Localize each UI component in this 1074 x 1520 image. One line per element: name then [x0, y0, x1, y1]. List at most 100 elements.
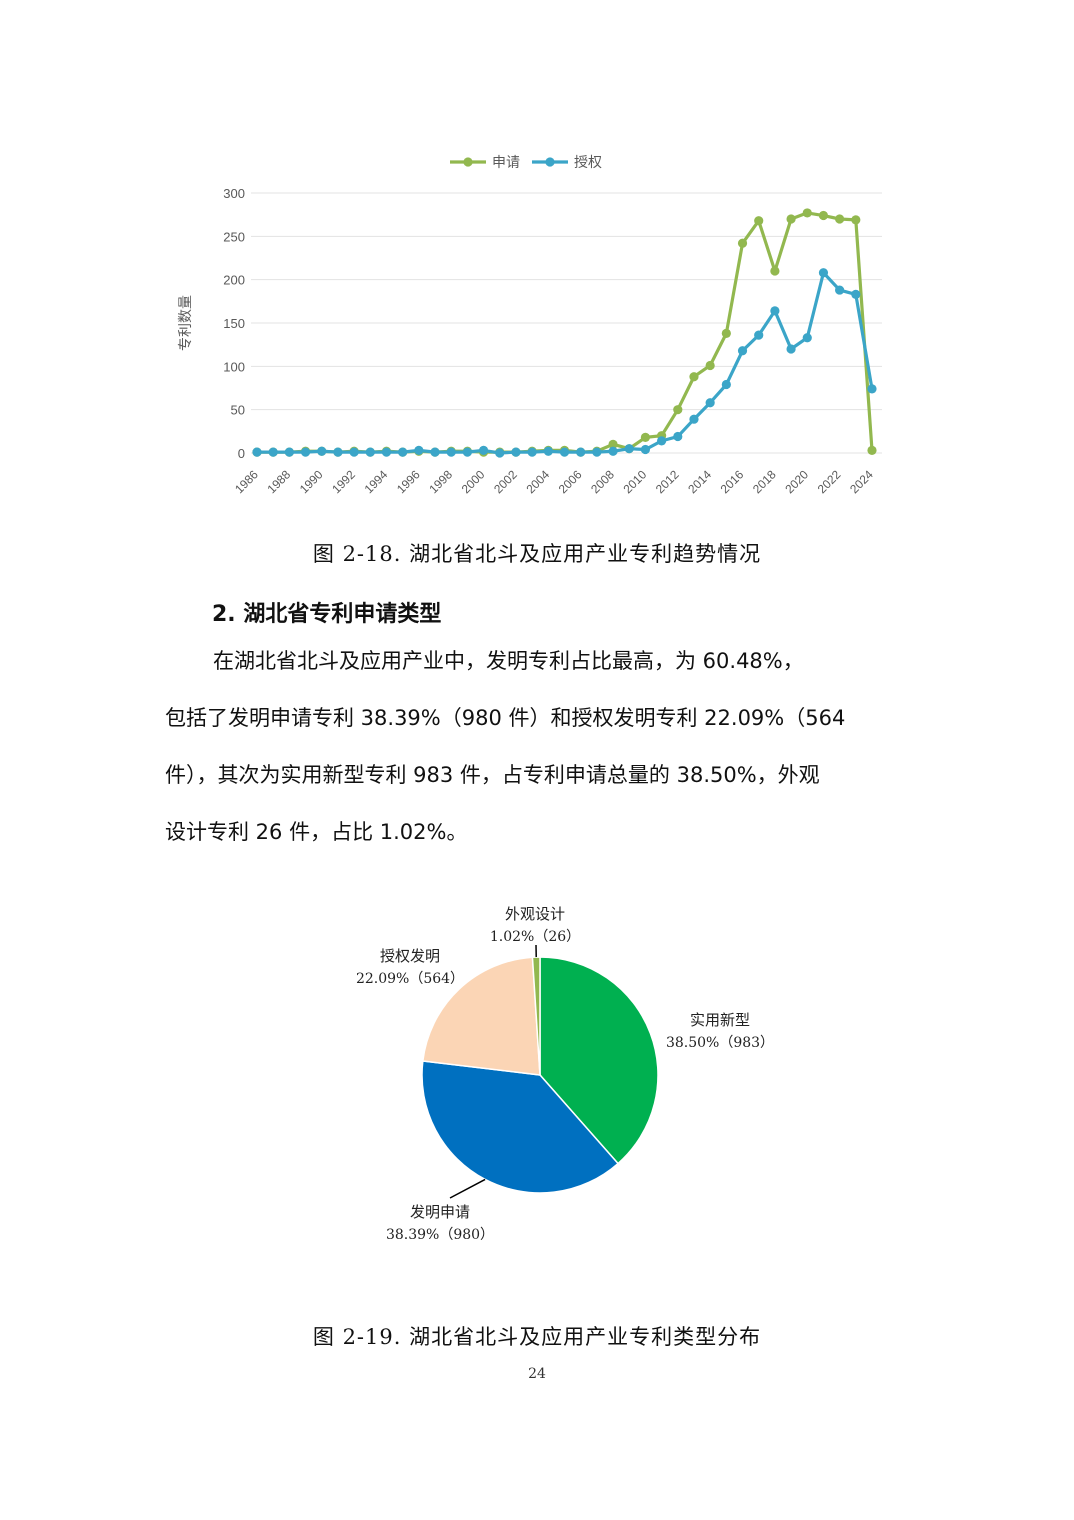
data-point: [447, 448, 456, 457]
data-point: [770, 306, 779, 315]
pie-label-name: 实用新型: [690, 1011, 750, 1029]
data-point: [317, 447, 326, 456]
x-tick-label: 1990: [297, 467, 326, 496]
data-point: [835, 214, 844, 223]
legend-label: 申请: [492, 155, 520, 171]
y-tick-label: 200: [223, 273, 245, 288]
data-point: [738, 239, 747, 248]
pie-label-name: 授权发明: [380, 947, 440, 965]
data-point: [366, 448, 375, 457]
data-point: [544, 447, 553, 456]
data-point: [754, 331, 763, 340]
patent-trend-line-chart: 0501001502002503001986198819901992199419…: [160, 140, 920, 520]
y-tick-label: 300: [223, 186, 245, 201]
x-tick-label: 1998: [426, 467, 455, 496]
data-point: [511, 448, 520, 457]
section-heading: 2. 湖北省专利申请类型: [212, 596, 441, 628]
data-point: [754, 216, 763, 225]
y-tick-label: 50: [231, 403, 245, 418]
data-point: [722, 329, 731, 338]
data-point: [495, 448, 504, 457]
legend-swatch-marker: [463, 157, 472, 166]
figure-caption-2-19: 图 2-19. 湖北省北斗及应用产业专利类型分布: [0, 1321, 1074, 1351]
data-point: [673, 432, 682, 441]
data-point: [851, 215, 860, 224]
x-tick-label: 2006: [556, 467, 585, 496]
leader-line: [450, 1179, 485, 1198]
y-axis-label: 专利数量: [178, 295, 194, 351]
data-point: [738, 346, 747, 355]
data-point: [851, 290, 860, 299]
y-tick-label: 150: [223, 316, 245, 331]
data-point: [689, 372, 698, 381]
data-point: [835, 285, 844, 294]
page-number: 24: [0, 1366, 1074, 1382]
data-point: [641, 445, 650, 454]
x-tick-label: 2024: [847, 467, 876, 496]
data-point: [706, 398, 715, 407]
data-point: [803, 208, 812, 217]
pie-label-value: 38.39%（980）: [386, 1227, 494, 1243]
legend-swatch-marker: [545, 157, 554, 166]
pie-label-value: 1.02%（26）: [490, 929, 580, 945]
pie-label-value: 22.09%（564）: [356, 971, 464, 987]
paragraph-line: 在湖北省北斗及应用产业中，发明专利占比最高，为 60.48%，: [165, 633, 925, 690]
data-point: [867, 384, 876, 393]
figure-caption-2-18: 图 2-18. 湖北省北斗及应用产业专利趋势情况: [0, 538, 1074, 568]
data-point: [285, 448, 294, 457]
paragraph-line: 包括了发明申请专利 38.39%（980 件）和授权发明专利 22.09%（56…: [165, 690, 925, 747]
data-point: [625, 444, 634, 453]
x-tick-label: 2022: [815, 467, 844, 496]
data-point: [689, 415, 698, 424]
series-line: [257, 273, 872, 453]
data-point: [414, 446, 423, 455]
body-paragraph: 在湖北省北斗及应用产业中，发明专利占比最高，为 60.48%， 包括了发明申请专…: [165, 633, 925, 861]
x-tick-label: 2010: [621, 467, 650, 496]
data-point: [252, 448, 261, 457]
data-point: [350, 448, 359, 457]
x-tick-label: 2002: [491, 467, 520, 496]
data-point: [673, 405, 682, 414]
x-tick-label: 2018: [750, 467, 779, 496]
pie-label-name: 发明申请: [410, 1203, 470, 1221]
pie-label-value: 38.50%（983）: [666, 1035, 774, 1051]
data-point: [819, 268, 828, 277]
data-point: [706, 361, 715, 370]
data-point: [641, 433, 650, 442]
patent-type-pie-chart: 实用新型 38.50%（983） 发明申请 38.39%（980） 授权发明 22.09%…: [330, 895, 810, 1255]
data-point: [301, 448, 310, 457]
data-point: [722, 380, 731, 389]
data-point: [398, 448, 407, 457]
x-tick-label: 2000: [459, 467, 488, 496]
x-tick-label: 2008: [588, 467, 617, 496]
legend-label: 授权: [574, 155, 602, 171]
pie-label-name: 外观设计: [505, 905, 565, 923]
x-tick-label: 1996: [394, 467, 423, 496]
data-point: [479, 446, 488, 455]
y-tick-label: 250: [223, 229, 245, 244]
x-tick-label: 1988: [264, 467, 293, 496]
x-tick-label: 1994: [362, 467, 391, 496]
data-point: [657, 436, 666, 445]
data-point: [528, 448, 537, 457]
data-point: [608, 447, 617, 456]
x-tick-label: 1992: [329, 467, 358, 496]
data-point: [770, 266, 779, 275]
y-tick-label: 100: [223, 359, 245, 374]
x-tick-label: 2012: [653, 467, 682, 496]
x-tick-label: 1986: [232, 467, 261, 496]
x-tick-label: 2020: [782, 467, 811, 496]
paragraph-line: 设计专利 26 件，占比 1.02%。: [165, 804, 925, 861]
data-point: [867, 446, 876, 455]
data-point: [463, 448, 472, 457]
data-point: [786, 214, 795, 223]
x-tick-label: 2016: [718, 467, 747, 496]
x-tick-label: 2004: [523, 467, 552, 496]
data-point: [819, 211, 828, 220]
data-point: [560, 448, 569, 457]
paragraph-line: 件），其次为实用新型专利 983 件，占专利申请总量的 38.50%，外观: [165, 747, 925, 804]
data-point: [576, 448, 585, 457]
data-point: [803, 333, 812, 342]
data-point: [333, 448, 342, 457]
data-point: [430, 448, 439, 457]
